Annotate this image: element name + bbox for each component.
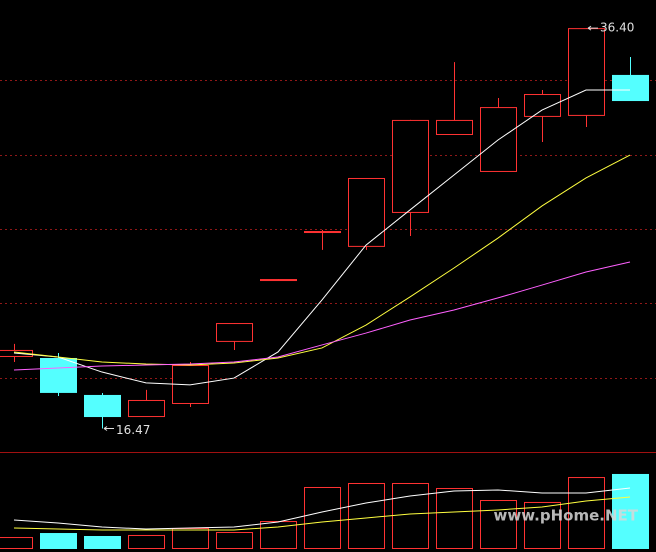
volume-bar [40,533,77,549]
volume-bar [480,500,517,549]
volume-bar [348,482,385,550]
ma-lines [13,89,631,531]
low-label: 16.47 [116,423,150,437]
candle-body [348,177,385,247]
arrow [587,25,598,31]
candle-body [436,119,473,135]
price-panel [0,28,649,429]
volume-bar [612,473,649,549]
candle-body [392,119,429,213]
candle-body [84,394,121,418]
volume-bar [304,486,341,550]
grid [0,80,656,379]
high-label: 36.40 [600,21,634,35]
ma-line [13,154,631,366]
candle-body [260,279,297,282]
candle-body [568,28,605,116]
volume-bar [436,488,473,550]
volume-bar [392,482,429,550]
volume-bar [524,501,561,549]
candle-body [524,94,561,117]
volume-bar [84,536,121,549]
arrow [103,426,114,431]
volume-bar [0,537,33,550]
watermark: www.pHome.NET [494,507,639,525]
volume-bar [216,532,253,550]
ma-line [13,487,631,530]
ma-line [13,261,631,371]
candle-body [128,399,165,418]
candle-body [216,323,253,342]
candle-body [304,231,341,234]
ma-line [13,89,630,386]
ma-line [13,496,631,531]
candle-body [40,357,77,393]
volume-bar [172,528,209,550]
volume-bar [568,477,605,549]
annotations: 36.40 16.47 [103,21,634,437]
volume-panel [0,473,649,550]
candle-body [612,74,649,102]
volume-bar [128,534,165,549]
